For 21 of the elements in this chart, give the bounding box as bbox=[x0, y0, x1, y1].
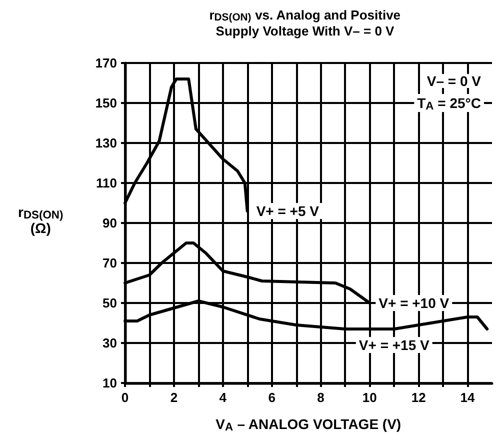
x-tick-label: 12 bbox=[411, 390, 426, 405]
y-tick-label: 90 bbox=[102, 216, 117, 230]
x-tick-label: 14 bbox=[460, 390, 476, 405]
y-tick-label: 70 bbox=[102, 256, 117, 270]
x-tick-label: 2 bbox=[170, 390, 178, 405]
y-tick-label: 110 bbox=[96, 176, 117, 190]
x-tick-label: 8 bbox=[317, 390, 324, 405]
y-tick-label: 130 bbox=[95, 136, 117, 150]
y-tick-label: 150 bbox=[95, 96, 117, 110]
y-tick-label: 50 bbox=[102, 296, 117, 310]
x-tick-label: 4 bbox=[219, 390, 228, 405]
x-tick-label: 0 bbox=[121, 390, 129, 405]
series-label: V+ = +10 V bbox=[378, 295, 450, 311]
x-tick-label: 10 bbox=[362, 390, 377, 405]
x-tick-label: 6 bbox=[268, 390, 276, 405]
series-label: V+ = +5 V bbox=[256, 203, 320, 219]
y-tick-label: 30 bbox=[102, 336, 117, 350]
annotation: V– = 0 V bbox=[426, 73, 482, 89]
y-tick-label: 170 bbox=[95, 56, 117, 70]
series-label: V+ = +15 V bbox=[358, 337, 430, 353]
y-tick-label: 10 bbox=[102, 376, 117, 390]
